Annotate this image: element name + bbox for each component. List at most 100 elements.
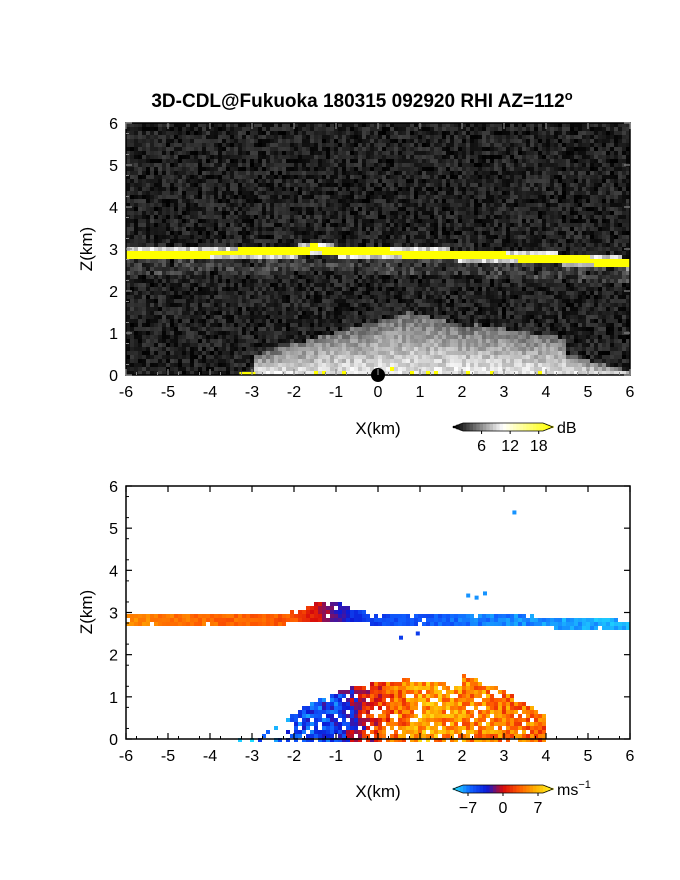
- reflectivity-cell: [194, 299, 198, 303]
- reflectivity-cell: [266, 371, 270, 375]
- reflectivity-cell: [266, 171, 270, 175]
- reflectivity-cell: [342, 263, 346, 267]
- reflectivity-cell: [186, 211, 190, 215]
- reflectivity-cell: [150, 307, 154, 311]
- reflectivity-cell: [186, 307, 190, 311]
- reflectivity-cell: [194, 235, 198, 239]
- reflectivity-cell: [242, 255, 246, 259]
- reflectivity-cell: [186, 359, 190, 363]
- reflectivity-cell: [166, 351, 170, 355]
- reflectivity-cell: [402, 287, 406, 291]
- reflectivity-cell: [366, 179, 370, 183]
- reflectivity-cell: [262, 139, 266, 143]
- reflectivity-cell: [150, 291, 154, 295]
- reflectivity-cell: [314, 143, 318, 147]
- reflectivity-cell: [366, 195, 370, 199]
- reflectivity-cell: [286, 259, 290, 263]
- reflectivity-cell: [286, 275, 290, 279]
- reflectivity-cell: [298, 339, 302, 343]
- reflectivity-cell: [138, 135, 142, 139]
- reflectivity-cell: [386, 363, 390, 367]
- reflectivity-cell: [426, 267, 430, 271]
- reflectivity-cell: [226, 267, 230, 271]
- reflectivity-cell: [354, 331, 358, 335]
- reflectivity-cell: [150, 127, 154, 131]
- reflectivity-cell: [326, 175, 330, 179]
- reflectivity-cell: [378, 251, 382, 255]
- reflectivity-cell: [246, 191, 250, 195]
- reflectivity-cell: [342, 275, 346, 279]
- reflectivity-cell: [186, 227, 190, 231]
- reflectivity-cell: [294, 151, 298, 155]
- reflectivity-cell: [338, 291, 342, 295]
- reflectivity-cell: [358, 127, 362, 131]
- reflectivity-cell: [414, 151, 418, 155]
- reflectivity-cell: [230, 139, 234, 143]
- reflectivity-cell: [418, 291, 422, 295]
- reflectivity-cell: [382, 303, 386, 307]
- reflectivity-cell: [230, 275, 234, 279]
- reflectivity-cell: [154, 311, 158, 315]
- reflectivity-cell: [418, 131, 422, 135]
- reflectivity-cell: [382, 159, 386, 163]
- reflectivity-cell: [406, 287, 410, 291]
- reflectivity-cell: [346, 307, 350, 311]
- reflectivity-cell: [378, 143, 382, 147]
- reflectivity-cell: [126, 211, 130, 215]
- reflectivity-cell: [282, 255, 286, 259]
- reflectivity-cell: [170, 159, 174, 163]
- reflectivity-cell: [258, 235, 262, 239]
- reflectivity-cell: [150, 371, 154, 375]
- reflectivity-cell: [238, 215, 242, 219]
- reflectivity-cell: [402, 131, 406, 135]
- reflectivity-cell: [374, 179, 378, 183]
- reflectivity-cell: [146, 255, 150, 259]
- reflectivity-cell: [334, 211, 338, 215]
- reflectivity-cell: [342, 195, 346, 199]
- reflectivity-cell: [198, 131, 202, 135]
- reflectivity-cell: [146, 303, 150, 307]
- reflectivity-cell: [314, 295, 318, 299]
- reflectivity-cell: [402, 239, 406, 243]
- reflectivity-cell: [250, 215, 254, 219]
- reflectivity-cell: [214, 203, 218, 207]
- reflectivity-cell: [202, 219, 206, 223]
- reflectivity-cell: [166, 263, 170, 267]
- reflectivity-cell: [194, 315, 198, 319]
- reflectivity-cell: [306, 271, 310, 275]
- reflectivity-cell: [402, 303, 406, 307]
- reflectivity-cell: [262, 151, 266, 155]
- reflectivity-cell: [194, 191, 198, 195]
- reflectivity-cell: [138, 367, 142, 371]
- reflectivity-cell: [166, 307, 170, 311]
- reflectivity-cell: [218, 335, 222, 339]
- reflectivity-cell: [258, 351, 262, 355]
- reflectivity-cell: [234, 167, 238, 171]
- reflectivity-cell: [366, 155, 370, 159]
- reflectivity-cell: [434, 215, 438, 219]
- reflectivity-cell: [182, 223, 186, 227]
- reflectivity-cell: [162, 159, 166, 163]
- reflectivity-cell: [378, 343, 382, 347]
- reflectivity-cell: [438, 271, 442, 275]
- reflectivity-cell: [178, 339, 182, 343]
- reflectivity-cell: [310, 207, 314, 211]
- reflectivity-cell: [322, 207, 326, 211]
- reflectivity-cell: [254, 291, 258, 295]
- reflectivity-cell: [426, 155, 430, 159]
- reflectivity-cell: [274, 295, 278, 299]
- reflectivity-cell: [186, 351, 190, 355]
- reflectivity-cell: [410, 371, 414, 375]
- reflectivity-cell: [438, 259, 442, 263]
- reflectivity-cell: [386, 159, 390, 163]
- reflectivity-cell: [302, 135, 306, 139]
- reflectivity-cell: [210, 311, 214, 315]
- reflectivity-cell: [318, 311, 322, 315]
- reflectivity-cell: [190, 223, 194, 227]
- reflectivity-cell: [226, 359, 230, 363]
- reflectivity-cell: [170, 179, 174, 183]
- reflectivity-cell: [366, 187, 370, 191]
- reflectivity-cell: [326, 323, 330, 327]
- reflectivity-cell: [254, 223, 258, 227]
- reflectivity-cell: [278, 143, 282, 147]
